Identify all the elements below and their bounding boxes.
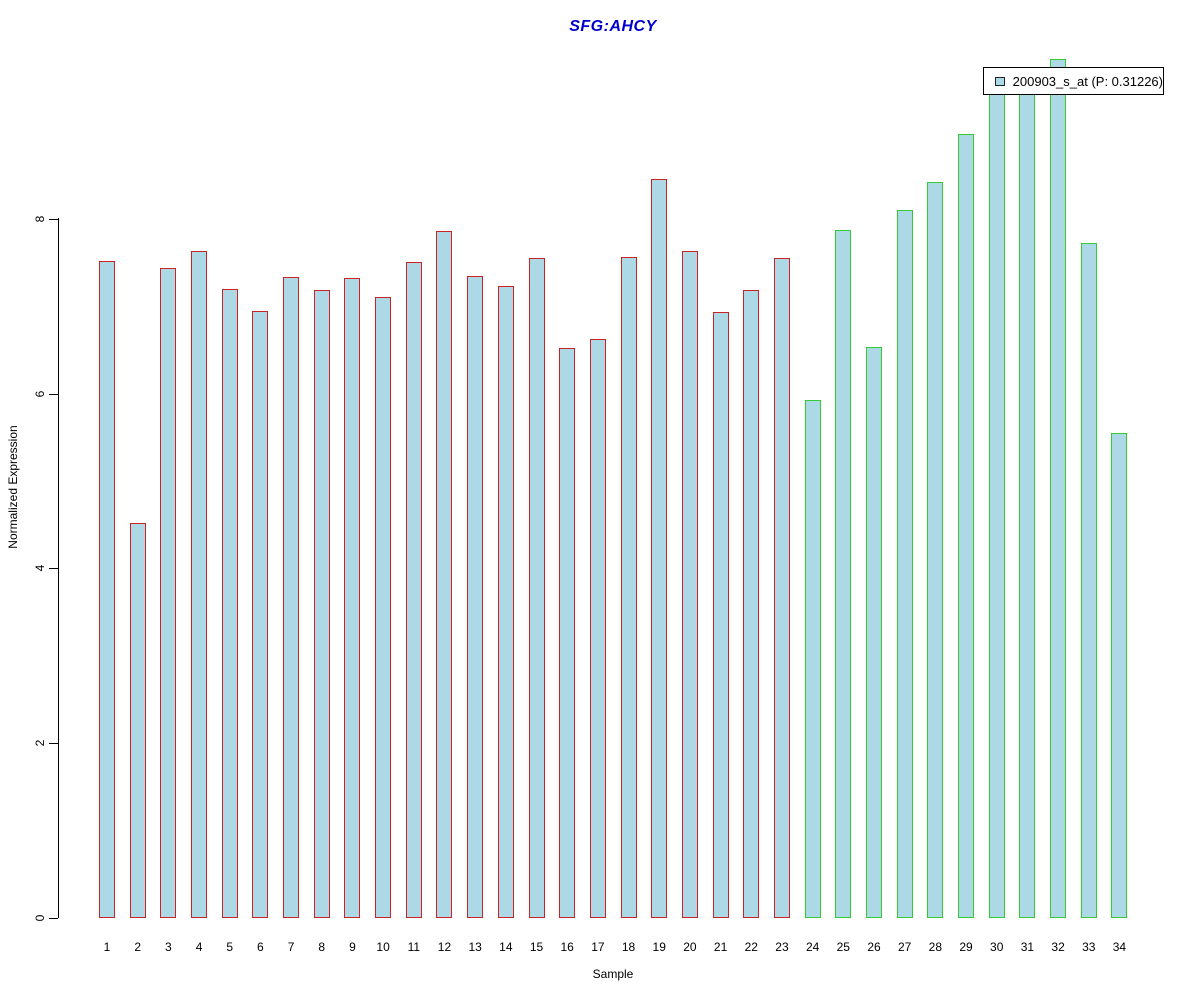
x-tick-label: 10 xyxy=(376,940,390,954)
bar-sample-6 xyxy=(252,310,269,918)
x-tick-label: 25 xyxy=(836,940,850,954)
x-tick-label: 14 xyxy=(499,940,513,954)
x-tick-label: 19 xyxy=(652,940,666,954)
y-tick xyxy=(49,568,58,570)
bar-sample-26 xyxy=(866,347,882,918)
y-tick xyxy=(49,743,58,745)
bar-sample-12 xyxy=(436,231,453,918)
bar-sample-21 xyxy=(712,312,729,918)
x-tick-label: 4 xyxy=(195,940,203,954)
x-tick-label: 13 xyxy=(468,940,482,954)
bar-sample-17 xyxy=(589,339,606,918)
bar-sample-14 xyxy=(497,286,514,918)
x-tick-label: 24 xyxy=(805,940,820,954)
legend: 200903_s_at (P: 0.31226) xyxy=(983,67,1164,95)
y-axis-line xyxy=(58,218,59,918)
bar-sample-32 xyxy=(1050,58,1067,918)
bar-sample-7 xyxy=(283,277,300,918)
x-tick-label: 11 xyxy=(407,940,421,954)
x-tick-label: 21 xyxy=(713,940,728,954)
bar-sample-10 xyxy=(375,297,392,918)
x-tick-label: 28 xyxy=(928,940,943,954)
bar-sample-9 xyxy=(344,278,361,918)
bar-sample-23 xyxy=(773,258,790,918)
bar-sample-8 xyxy=(313,290,330,918)
x-tick-label: 1 xyxy=(103,940,111,954)
x-tick-label: 29 xyxy=(959,940,973,954)
x-tick-label: 33 xyxy=(1082,940,1096,954)
bar-sample-2 xyxy=(129,522,146,918)
bar-sample-22 xyxy=(743,289,760,918)
legend-label: 200903_s_at (P: 0.31226) xyxy=(1012,73,1163,89)
x-tick-label: 5 xyxy=(226,940,234,954)
x-tick-label: 22 xyxy=(744,940,758,954)
bar-sample-3 xyxy=(160,267,177,918)
bar-sample-24 xyxy=(804,399,821,918)
x-tick-label: 32 xyxy=(1051,940,1065,954)
plot-title: SFG:AHCY xyxy=(569,18,657,35)
x-tick-label: 31 xyxy=(1020,940,1035,954)
x-axis-label: Sample xyxy=(592,967,634,981)
x-tick-label: 17 xyxy=(591,940,605,954)
y-tick xyxy=(49,218,58,220)
x-tick-label: 6 xyxy=(257,940,264,954)
bar-sample-33 xyxy=(1080,243,1097,918)
bar-sample-25 xyxy=(835,230,852,918)
x-tick-label: 23 xyxy=(775,940,789,954)
bar-sample-29 xyxy=(958,134,975,918)
bar-sample-15 xyxy=(528,258,545,918)
bar-sample-18 xyxy=(620,257,637,918)
bar-sample-27 xyxy=(896,210,913,918)
bar-sample-19 xyxy=(651,178,668,918)
bar-sample-31 xyxy=(1019,87,1036,918)
x-tick-label: 15 xyxy=(529,940,544,954)
bar-sample-34 xyxy=(1111,432,1128,918)
bar-sample-1 xyxy=(99,260,115,918)
y-tick xyxy=(49,393,58,395)
x-tick-label: 2 xyxy=(134,940,142,954)
bar-sample-20 xyxy=(681,251,698,918)
y-tick xyxy=(49,918,58,919)
x-tick-label: 20 xyxy=(683,940,697,954)
x-tick-label: 8 xyxy=(318,940,326,954)
x-tick-label: 7 xyxy=(287,940,295,954)
bar-sample-16 xyxy=(559,348,576,918)
x-tick-label: 3 xyxy=(165,940,172,954)
bar-sample-5 xyxy=(221,288,238,918)
bar-sample-30 xyxy=(988,87,1005,918)
x-tick-label: 34 xyxy=(1112,940,1127,954)
x-tick-label: 26 xyxy=(867,940,881,954)
legend-swatch-icon xyxy=(995,76,1005,86)
bar-sample-11 xyxy=(405,261,422,918)
x-tick-label: 27 xyxy=(897,940,912,954)
bar-sample-4 xyxy=(191,251,208,918)
x-tick-label: 16 xyxy=(560,940,574,954)
x-tick-label: 30 xyxy=(990,940,1004,954)
x-tick-label: 9 xyxy=(349,940,356,954)
bar-sample-13 xyxy=(467,276,484,918)
x-tick-label: 18 xyxy=(621,940,636,954)
bar-sample-28 xyxy=(927,182,944,918)
x-tick-label: 12 xyxy=(437,940,452,954)
